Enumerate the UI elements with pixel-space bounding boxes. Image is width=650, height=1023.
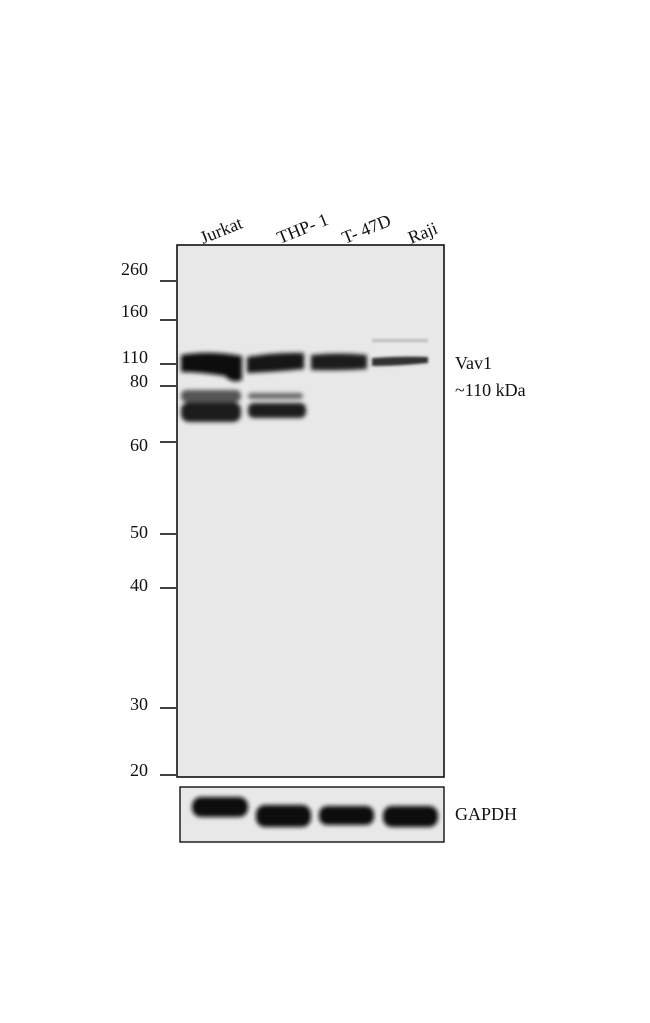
marker-label: 160 xyxy=(121,301,148,321)
bands xyxy=(181,339,428,422)
band xyxy=(372,339,428,342)
marker-label: 40 xyxy=(130,575,148,595)
blot-panel xyxy=(176,244,445,778)
band xyxy=(247,352,304,373)
band xyxy=(372,356,428,366)
band xyxy=(256,805,311,827)
marker-label: 50 xyxy=(130,522,148,542)
marker-label: 80 xyxy=(130,371,148,391)
band xyxy=(248,403,306,418)
band xyxy=(248,393,303,399)
loading-control-label: GAPDH xyxy=(455,804,517,824)
target-size: ~110 kDa xyxy=(455,380,526,400)
band xyxy=(181,402,241,422)
marker-label: 60 xyxy=(130,435,148,455)
band xyxy=(319,806,374,825)
band xyxy=(311,353,367,371)
band xyxy=(383,806,438,827)
target-name: Vav1 xyxy=(455,353,492,373)
marker-label: 20 xyxy=(130,760,148,780)
marker-label: 30 xyxy=(130,694,148,714)
marker-label: 110 xyxy=(122,347,148,367)
loading-bands xyxy=(192,797,438,827)
band xyxy=(181,390,241,402)
marker-label: 260 xyxy=(121,259,148,279)
band xyxy=(192,797,248,817)
band xyxy=(181,352,242,382)
